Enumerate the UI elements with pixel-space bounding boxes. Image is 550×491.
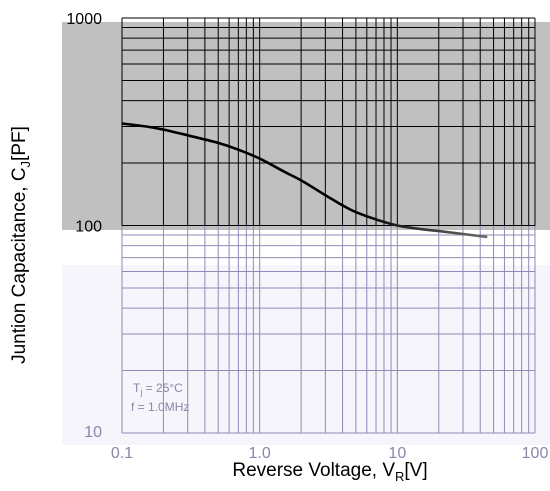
y-tick-labels: 1000 100 10 (66, 11, 102, 441)
x-tick-label: 10 (388, 445, 406, 462)
y-tick-label: 10 (84, 424, 102, 441)
x-tick-label: 1.0 (249, 445, 271, 462)
y-tick-label: 100 (75, 219, 102, 236)
condition-tj: Tj = 25°C (133, 381, 183, 397)
lower-band (62, 265, 550, 445)
y-tick-label: 1000 (66, 11, 102, 28)
x-tick-labels: 0.1 1.0 10 100 (111, 445, 549, 462)
x-axis-label: Reverse Voltage, VR[V] (232, 460, 427, 484)
condition-frequency: f = 1.0MHz (131, 400, 189, 414)
grid (121, 17, 536, 434)
x-tick-label: 100 (522, 445, 549, 462)
capacitance-curve (121, 122, 488, 239)
x-tick-label: 0.1 (111, 445, 133, 462)
y-axis-label: Juntion Capacitance, CJ[PF] (9, 126, 33, 364)
